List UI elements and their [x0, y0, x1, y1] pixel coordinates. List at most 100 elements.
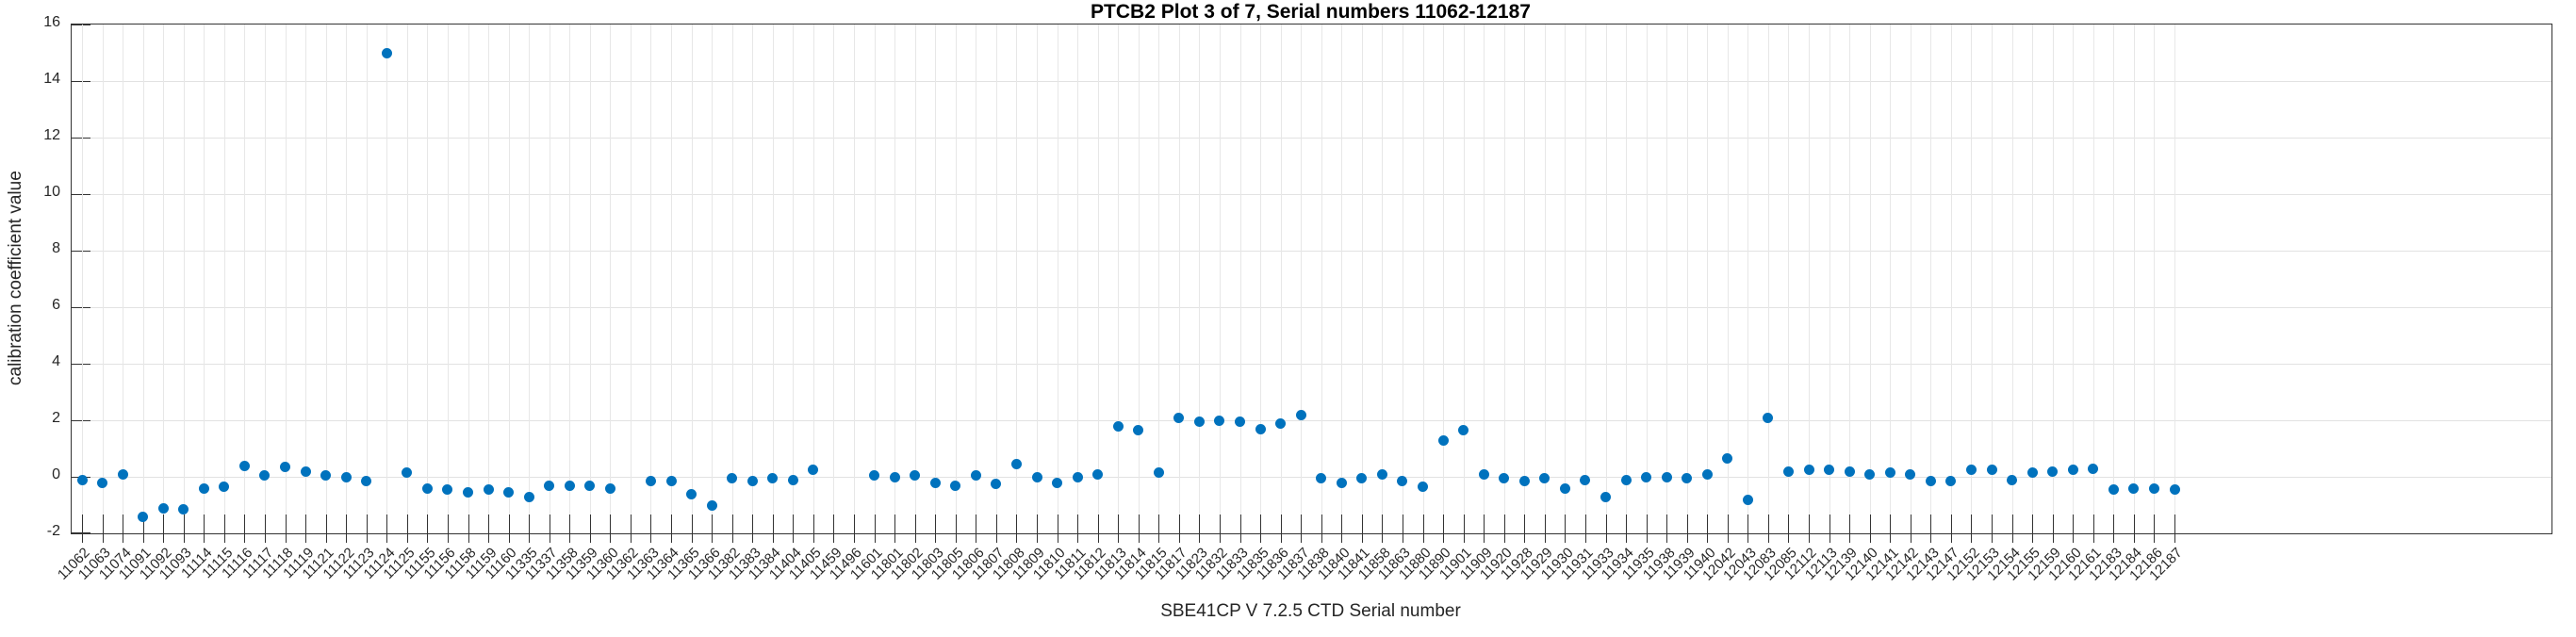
x-tick-mark: [1077, 514, 1079, 543]
x-gridline: [427, 24, 429, 533]
x-tick-mark: [1524, 514, 1526, 543]
x-gridline: [1341, 24, 1343, 533]
data-point: [1255, 423, 1266, 434]
x-tick-mark: [1584, 514, 1586, 543]
data-point: [1884, 467, 1895, 478]
x-gridline: [812, 24, 814, 533]
x-tick-mark: [447, 514, 449, 543]
x-tick-mark: [894, 514, 896, 543]
y-tick-mark: [72, 420, 90, 421]
x-tick-mark: [650, 514, 652, 543]
data-point: [1112, 420, 1124, 432]
data-point: [1782, 466, 1794, 477]
x-tick-mark: [244, 514, 246, 543]
data-point: [259, 470, 271, 481]
x-gridline: [447, 24, 449, 533]
data-point: [1965, 465, 1977, 475]
x-tick-mark: [305, 514, 307, 543]
x-tick-mark: [366, 514, 368, 543]
x-tick-mark: [589, 514, 591, 543]
data-point: [1437, 434, 1449, 446]
data-point: [1661, 471, 1672, 482]
x-tick-mark: [1382, 514, 1384, 543]
data-point: [178, 504, 189, 514]
x-gridline: [935, 24, 937, 533]
x-tick-mark: [1138, 514, 1140, 543]
x-gridline: [1239, 24, 1241, 533]
data-point: [402, 467, 413, 478]
data-point: [2148, 482, 2159, 494]
x-gridline: [163, 24, 165, 533]
x-gridline: [671, 24, 673, 533]
x-tick-mark: [914, 514, 916, 543]
data-point: [2007, 474, 2018, 485]
data-point: [808, 465, 819, 475]
x-gridline: [82, 24, 83, 533]
x-tick-mark: [752, 514, 754, 543]
data-point: [1193, 416, 1205, 427]
x-gridline: [1666, 24, 1668, 533]
y-tick-label: 0: [52, 466, 60, 482]
x-tick-mark: [630, 514, 632, 543]
y-tick-label: 14: [43, 71, 60, 87]
x-tick-mark: [1849, 514, 1851, 543]
data-point: [219, 482, 230, 492]
x-gridline: [346, 24, 348, 533]
x-gridline: [1503, 24, 1505, 533]
y-gridline: [72, 307, 2551, 308]
data-point: [686, 488, 697, 499]
x-tick-mark: [1727, 514, 1729, 543]
x-tick-mark: [1260, 514, 1262, 543]
x-tick-mark: [2113, 514, 2115, 543]
x-tick-mark: [1484, 514, 1485, 543]
x-tick-mark: [1809, 514, 1811, 543]
data-point: [1864, 468, 1876, 480]
x-gridline: [772, 24, 774, 533]
x-tick-mark: [1341, 514, 1343, 543]
data-point: [2047, 466, 2059, 477]
x-tick-mark: [854, 514, 856, 543]
x-tick-mark: [1463, 514, 1465, 543]
x-gridline: [1077, 24, 1079, 533]
data-point: [361, 476, 372, 486]
data-point: [2067, 465, 2078, 475]
x-tick-mark: [1829, 514, 1830, 543]
x-tick-mark: [1686, 514, 1688, 543]
data-point: [1052, 477, 1063, 488]
data-point: [1275, 417, 1287, 429]
x-tick-mark: [1503, 514, 1505, 543]
x-gridline: [2073, 24, 2075, 533]
data-point: [1336, 477, 1347, 488]
x-tick-mark: [691, 514, 693, 543]
x-gridline: [752, 24, 754, 533]
x-gridline: [285, 24, 287, 533]
data-point: [76, 474, 88, 485]
y-tick-mark: [72, 194, 90, 195]
x-gridline: [1097, 24, 1099, 533]
x-gridline: [1992, 24, 1994, 533]
x-tick-mark: [2154, 514, 2156, 543]
x-tick-mark: [468, 514, 469, 543]
x-gridline: [183, 24, 185, 533]
data-point: [238, 460, 250, 471]
y-gridline: [72, 81, 2551, 82]
x-gridline: [305, 24, 307, 533]
data-point: [442, 484, 453, 495]
x-tick-mark: [1321, 514, 1322, 543]
data-point: [1803, 465, 1814, 475]
y-tick-label: 10: [43, 184, 60, 200]
x-gridline: [1524, 24, 1526, 533]
x-tick-mark: [529, 514, 531, 543]
x-tick-mark: [386, 514, 388, 543]
x-gridline: [2154, 24, 2156, 533]
data-point: [1905, 468, 1916, 480]
x-gridline: [650, 24, 652, 533]
data-point: [645, 476, 656, 486]
x-gridline: [1605, 24, 1607, 533]
x-gridline: [731, 24, 733, 533]
x-gridline: [1361, 24, 1363, 533]
x-gridline: [2011, 24, 2013, 533]
y-tick-mark: [72, 364, 90, 365]
data-point: [523, 491, 534, 502]
x-tick-mark: [1199, 514, 1201, 543]
